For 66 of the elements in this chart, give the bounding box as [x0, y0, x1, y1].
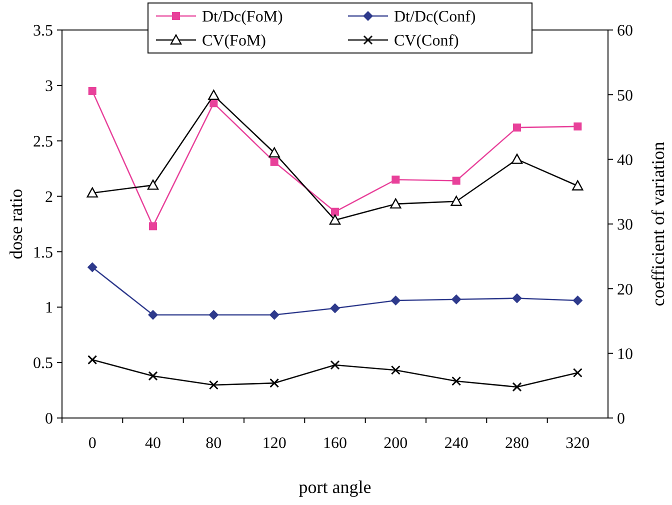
- point: [390, 365, 400, 375]
- y-axis-title: dose ratio: [6, 188, 26, 260]
- point: [390, 295, 401, 306]
- y2-tick-label: 10: [617, 346, 633, 363]
- y-tick-label: 0.5: [33, 355, 53, 372]
- point: [330, 303, 340, 314]
- point: [87, 262, 98, 272]
- point: [452, 376, 462, 386]
- y-tick-label: 3: [45, 78, 53, 96]
- y2-tick-label: 20: [617, 281, 633, 298]
- y2-tick-label: 30: [617, 216, 633, 234]
- x-tick-label: 320: [566, 435, 590, 452]
- point: [148, 310, 158, 320]
- point: [451, 294, 462, 304]
- point: [392, 176, 400, 184]
- point: [88, 86, 96, 95]
- x-tick-label: 200: [384, 435, 408, 452]
- point: [572, 295, 583, 306]
- y-tick-label: 2.5: [33, 133, 53, 150]
- point: [148, 371, 158, 381]
- point: [208, 310, 219, 320]
- point: [270, 378, 280, 388]
- x-tick-label: 120: [262, 435, 286, 452]
- y-tick-label: 3.5: [33, 22, 53, 40]
- point: [450, 196, 462, 206]
- point: [269, 310, 280, 320]
- point: [268, 147, 280, 158]
- point: [513, 124, 521, 132]
- point: [512, 293, 522, 304]
- legend-label: CV(FoM): [202, 32, 266, 50]
- point: [86, 187, 98, 198]
- point: [390, 198, 402, 209]
- point: [574, 122, 582, 130]
- x-tick-label: 40: [145, 435, 161, 452]
- y2-tick-label: 0: [617, 410, 625, 428]
- legend-label: Dt/Dc(Conf): [394, 8, 476, 26]
- point: [511, 154, 523, 164]
- point: [512, 382, 522, 392]
- point: [270, 158, 278, 166]
- point: [331, 208, 339, 216]
- y-tick-label: 1: [45, 300, 53, 317]
- x-tick-label: 0: [88, 435, 96, 452]
- y2-tick-label: 50: [617, 87, 633, 104]
- y2-tick-label: 60: [617, 22, 633, 40]
- x-axis-title: port angle: [298, 477, 372, 497]
- y2-axis-title: coefficient of variation: [648, 142, 668, 306]
- point: [88, 355, 98, 365]
- point: [572, 368, 582, 378]
- y-tick-label: 2: [45, 188, 53, 206]
- y2-tick-label: 40: [617, 152, 633, 169]
- point: [147, 180, 159, 190]
- point: [330, 360, 340, 370]
- y-tick-label: 1.5: [33, 244, 53, 262]
- point: [572, 180, 584, 190]
- point: [149, 222, 157, 230]
- x-tick-label: 160: [323, 435, 347, 452]
- point: [452, 176, 460, 185]
- x-tick-label: 240: [444, 435, 468, 452]
- legend-label: CV(Conf): [394, 32, 459, 50]
- point: [208, 380, 218, 390]
- legend-label: Dt/Dc(FoM): [202, 8, 283, 26]
- x-tick-label: 280: [505, 435, 529, 452]
- point: [329, 214, 341, 225]
- point: [208, 90, 220, 100]
- x-tick-label: 80: [206, 435, 222, 452]
- y-tick-label: 0: [45, 410, 53, 428]
